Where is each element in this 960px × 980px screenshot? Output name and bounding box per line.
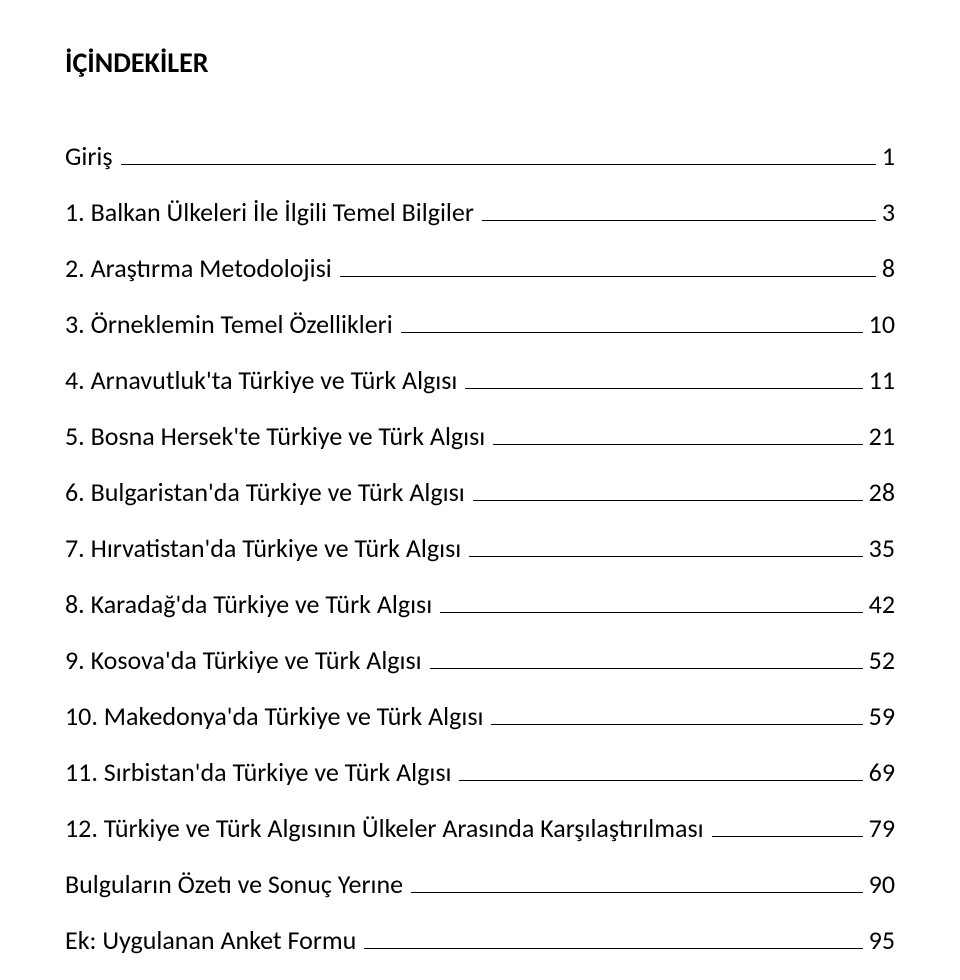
toc-entry-label: 7. Hırvatistan'da Türkiye ve Türk Algısı [65,532,461,564]
toc-entry: 4. Arnavutluk'ta Türkiye ve Türk Algısı 1… [65,364,895,396]
toc-entry: 12. Türkiye ve Türk Algısının Ülkeler Ar… [65,812,895,844]
toc-entry-label: 8. Karadağ'da Türkiye ve Türk Algısı [65,588,432,620]
toc-entry-page: 42 [869,588,895,620]
toc-leader-line [430,668,863,669]
toc-leader-line [340,276,876,277]
toc-list: Giriş 1 1. Balkan Ülkeleri İle İlgili Teme… [65,140,895,956]
toc-entry-page: 59 [869,700,895,732]
toc-entry: 9. Kosova'da Türkiye ve Türk Algısı 52 [65,644,895,676]
toc-entry: 5. Bosna Hersek'te Türkiye ve Türk Algıs… [65,420,895,452]
toc-entry-page: 11 [869,364,895,396]
toc-leader-line [493,444,862,445]
toc-entry: 2. Araştırma Metodolojisi 8 [65,252,895,284]
toc-entry-page: 90 [869,868,895,900]
toc-entry: 10. Makedonya'da Türkiye ve Türk Algısı 5… [65,700,895,732]
toc-entry-label: 12. Türkiye ve Türk Algısının Ülkeler Ar… [65,812,704,844]
toc-entry-page: 10 [869,308,895,340]
toc-entry-label: 1. Balkan Ülkeleri İle İlgili Temel Bilg… [65,196,474,228]
toc-entry-label: 10. Makedonya'da Türkiye ve Türk Algısı [65,700,483,732]
toc-leader-line [465,388,862,389]
toc-leader-line [712,836,863,837]
toc-entry-label: 6. Bulgaristan'da Türkiye ve Türk Algısı [65,476,465,508]
toc-leader-line [459,780,862,781]
toc-entry-label: 11. Sırbistan'da Türkiye ve Türk Algısı [65,756,451,788]
toc-entry-page: 79 [869,812,895,844]
toc-entry-label: 2. Araştırma Metodolojisi [65,252,332,284]
toc-leader-line [401,332,863,333]
toc-entry: 8. Karadağ'da Türkiye ve Türk Algısı 42 [65,588,895,620]
toc-entry-page: 8 [882,252,895,284]
toc-entry-label: 5. Bosna Hersek'te Türkiye ve Türk Algıs… [65,420,485,452]
toc-leader-line [440,612,862,613]
toc-leader-line [482,220,876,221]
toc-entry-page: 52 [869,644,895,676]
toc-entry-page: 21 [869,420,895,452]
toc-entry-page: 95 [869,924,895,956]
toc-entry-page: 1 [882,140,895,172]
toc-leader-line [411,892,863,893]
toc-leader-line [121,164,876,165]
toc-entry: 7. Hırvatistan'da Türkiye ve Türk Algısı… [65,532,895,564]
toc-entry: 6. Bulgaristan'da Türkiye ve Türk Algısı… [65,476,895,508]
toc-leader-line [473,500,863,501]
toc-entry-label: 9. Kosova'da Türkiye ve Türk Algısı [65,644,422,676]
toc-leader-line [364,948,862,949]
toc-entry: 1. Balkan Ülkeleri İle İlgili Temel Bilg… [65,196,895,228]
toc-entry-label: 4. Arnavutluk'ta Türkiye ve Türk Algısı [65,364,457,396]
toc-entry-page: 35 [869,532,895,564]
toc-leader-line [491,724,862,725]
toc-entry: Giriş 1 [65,140,895,172]
toc-entry-label: Giriş [65,140,113,172]
toc-entry: Ek: Uygulanan Anket Formu 95 [65,924,895,956]
toc-heading: İÇİNDEKİLER [65,45,895,80]
toc-entry-page: 28 [869,476,895,508]
toc-entry: Bulguların Özetı ve Sonuç Yerıne 90 [65,868,895,900]
toc-leader-line [469,556,862,557]
toc-entry-label: 3. Örneklemin Temel Özellikleri [65,308,393,340]
toc-entry-page: 3 [882,196,895,228]
toc-entry-page: 69 [869,756,895,788]
toc-entry-label: Bulguların Özetı ve Sonuç Yerıne [65,868,403,900]
toc-entry: 3. Örneklemin Temel Özellikleri 10 [65,308,895,340]
toc-entry-label: Ek: Uygulanan Anket Formu [65,924,356,956]
toc-entry: 11. Sırbistan'da Türkiye ve Türk Algısı 6… [65,756,895,788]
